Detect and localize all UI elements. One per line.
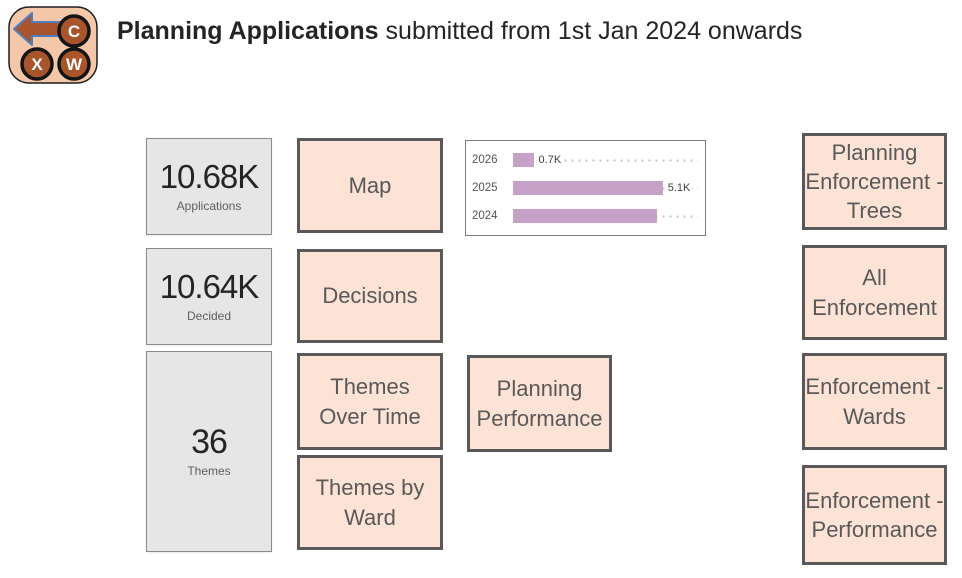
kpi-value: 36 [191, 422, 228, 461]
page-title-bold: Planning Applications [117, 17, 379, 45]
bar-area: 0.7K [513, 147, 698, 173]
nav-button-label: Themes by Ward [315, 475, 425, 530]
logo-circle-x [20, 47, 54, 81]
nav-button-themes-over-time[interactable]: Themes Over Time [297, 353, 443, 450]
nav-button-enforcement-wards[interactable]: Enforcement - Wards [802, 353, 947, 450]
bar-row: 2026 0.7K [472, 147, 698, 173]
bar-row: 2024 [472, 203, 698, 229]
bar[interactable] [513, 209, 657, 223]
nav-button-label: Map [348, 172, 392, 198]
logo-circle-c [57, 14, 91, 48]
applications-by-year-bar-chart: 2026 0.7K 2025 5.1K 2024 [465, 140, 706, 236]
bar[interactable] [513, 153, 534, 167]
nav-button-planning-enforcement-trees[interactable]: Planning Enforcement - Trees [802, 133, 947, 230]
logo-letter-w: W [66, 55, 83, 74]
nav-button-planning-performance[interactable]: Planning Performance [467, 355, 612, 452]
nav-button-themes-by-ward[interactable]: Themes by Ward [297, 455, 443, 550]
bar-value-label: 5.1K [665, 182, 693, 194]
kpi-card-decided: 10.64K Decided [146, 248, 272, 345]
logo-graphic: C X W [8, 6, 98, 84]
bar-category-label: 2026 [472, 154, 498, 166]
nav-button-decisions[interactable]: Decisions [297, 249, 443, 343]
kpi-label: Themes [187, 464, 231, 479]
nav-button-label: Planning Enforcement - Trees [805, 139, 944, 224]
nav-button-label: Themes Over Time [319, 374, 421, 429]
bar-category-label: 2025 [472, 182, 498, 194]
bar-row: 2025 5.1K [472, 175, 698, 201]
kpi-card-themes: 36 Themes [146, 351, 272, 552]
kpi-card-applications: 10.68K Applications [146, 138, 272, 235]
bar-area [513, 203, 698, 229]
kpi-label: Decided [186, 308, 232, 323]
bar-value-label: 0.7K [536, 154, 564, 166]
nav-button-label: Planning Performance [476, 376, 603, 431]
nav-button-all-enforcement[interactable]: All Enforcement [802, 245, 947, 340]
nav-button-map[interactable]: Map [297, 138, 443, 233]
nav-button-label: Enforcement - Performance [805, 487, 944, 542]
logo-circle-w [57, 47, 91, 81]
kpi-value: 10.64K [159, 268, 260, 306]
nav-button-label: All Enforcement [812, 265, 937, 320]
logo-letter-c: C [68, 22, 80, 41]
nav-button-enforcement-performance[interactable]: Enforcement - Performance [802, 465, 947, 565]
bar-category-label: 2024 [472, 210, 498, 222]
nav-button-label: Decisions [322, 283, 418, 309]
bar[interactable] [513, 181, 663, 195]
kpi-label: Applications [176, 198, 242, 213]
logo-back-button[interactable]: C X W [8, 6, 98, 84]
page-title-rest: submitted from 1st Jan 2024 onwards [378, 17, 803, 45]
page-title: Planning Applications submitted from 1st… [117, 17, 802, 46]
bar-area: 5.1K [513, 175, 698, 201]
nav-button-label: Enforcement - Wards [805, 374, 944, 429]
logo-letter-x: X [31, 55, 43, 74]
kpi-value: 10.68K [159, 158, 260, 196]
